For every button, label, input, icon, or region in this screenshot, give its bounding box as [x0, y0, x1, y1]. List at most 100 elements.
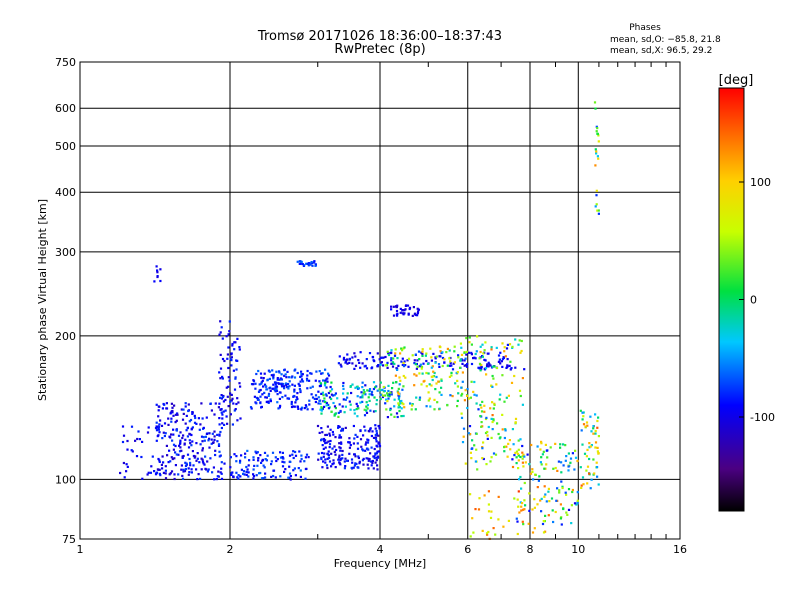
data-point	[589, 487, 592, 490]
data-point	[299, 460, 302, 463]
y-tick-label: 300	[55, 246, 76, 259]
data-point	[491, 401, 494, 404]
data-point	[333, 405, 337, 408]
data-point	[189, 461, 192, 464]
phase-stats-title: Phases	[629, 23, 661, 33]
data-point	[450, 374, 453, 377]
data-point	[467, 397, 471, 400]
data-point	[165, 402, 168, 405]
data-point	[230, 356, 233, 359]
data-point	[348, 441, 351, 444]
data-point	[425, 405, 428, 408]
data-point	[231, 397, 234, 400]
chart-subtitle: RwPretec (8p)	[334, 42, 425, 57]
data-point	[381, 388, 384, 391]
data-point	[163, 422, 167, 425]
data-point	[466, 394, 469, 397]
data-point	[289, 460, 292, 463]
data-point	[417, 310, 420, 313]
data-point	[362, 434, 365, 437]
data-point	[414, 353, 417, 356]
data-point	[126, 465, 129, 468]
data-point	[370, 390, 374, 393]
data-point	[187, 473, 190, 476]
data-point	[520, 349, 523, 353]
data-point	[595, 152, 598, 155]
data-point	[282, 385, 285, 388]
data-point	[330, 388, 334, 391]
data-point	[303, 264, 306, 267]
data-point	[200, 435, 204, 438]
data-point	[231, 423, 234, 426]
data-point	[363, 391, 366, 394]
data-point	[398, 376, 401, 379]
data-point	[586, 465, 590, 468]
colorbar-label: [deg]	[719, 73, 754, 88]
data-point	[450, 364, 453, 367]
data-point	[243, 473, 246, 476]
data-point	[484, 431, 488, 435]
data-point	[275, 385, 279, 388]
data-point	[276, 458, 279, 461]
data-point	[487, 530, 490, 534]
data-point	[267, 392, 271, 395]
y-tick-label: 750	[55, 56, 76, 69]
data-point	[480, 406, 483, 409]
data-point	[366, 463, 369, 466]
data-point	[394, 374, 397, 377]
data-point	[318, 385, 321, 388]
data-point	[596, 419, 599, 423]
data-point	[515, 456, 518, 459]
data-point	[373, 455, 376, 458]
data-point	[556, 469, 559, 472]
data-point	[452, 362, 455, 365]
data-point	[581, 418, 584, 421]
data-point	[356, 415, 359, 418]
data-point	[198, 461, 201, 464]
data-point	[218, 417, 221, 420]
data-point	[339, 436, 343, 439]
data-point	[161, 467, 164, 470]
data-point	[398, 406, 401, 409]
data-point	[216, 475, 219, 478]
data-point	[230, 352, 233, 355]
data-point	[490, 348, 493, 351]
data-point	[421, 350, 424, 353]
data-point	[275, 387, 278, 390]
data-point	[284, 394, 287, 397]
data-point	[485, 365, 489, 368]
data-point	[490, 417, 493, 420]
data-point	[595, 125, 598, 128]
data-point	[222, 400, 225, 403]
data-point	[357, 456, 360, 460]
data-point	[427, 399, 430, 402]
data-point	[365, 457, 368, 460]
data-point	[221, 357, 225, 361]
data-point	[259, 388, 262, 392]
data-point	[130, 425, 134, 428]
data-point	[490, 346, 493, 349]
data-point	[523, 368, 526, 371]
data-point	[445, 351, 448, 354]
data-point	[519, 438, 522, 441]
data-point	[467, 351, 471, 354]
data-point	[287, 383, 290, 386]
data-point	[262, 377, 265, 380]
data-point	[402, 361, 405, 365]
data-point	[274, 456, 277, 459]
data-point	[179, 442, 182, 445]
data-point	[320, 451, 324, 455]
data-point	[392, 381, 395, 384]
data-point	[565, 455, 568, 458]
data-point	[376, 464, 379, 467]
data-point	[341, 453, 344, 456]
data-point	[263, 451, 267, 454]
data-point	[201, 440, 204, 443]
data-point	[498, 398, 501, 401]
data-point	[322, 460, 325, 463]
data-point	[213, 435, 216, 438]
data-point	[344, 426, 347, 429]
data-point	[560, 471, 563, 474]
data-point	[386, 361, 389, 364]
